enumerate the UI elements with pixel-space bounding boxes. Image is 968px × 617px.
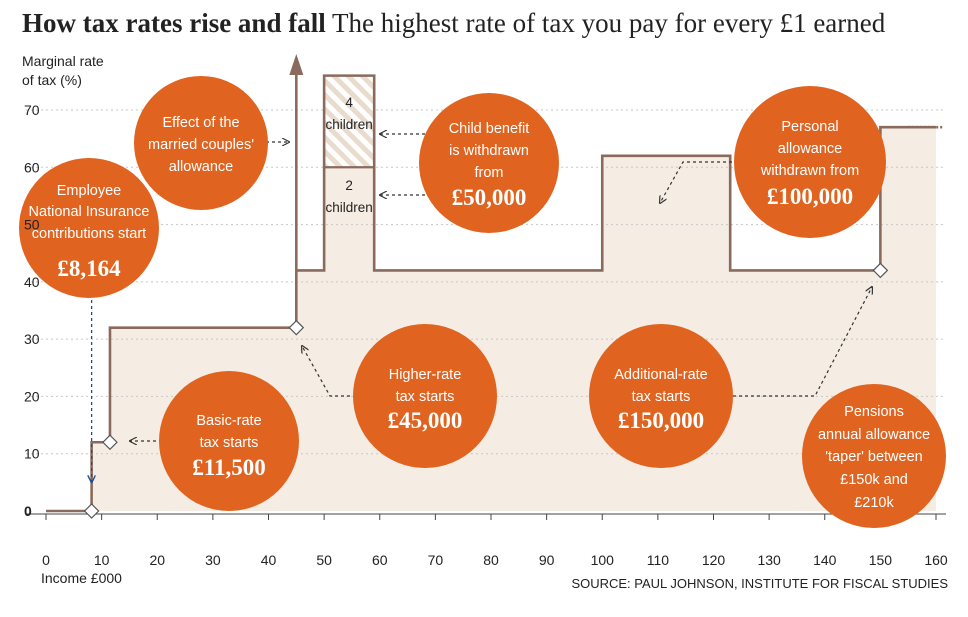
annotation-text-personal-allowance: allowance: [778, 141, 843, 157]
annotation-text-married-couples: married couples': [148, 137, 254, 153]
annotation-text-married-couples: allowance: [169, 159, 234, 175]
annotation-amount-basic-rate: £11,500: [192, 455, 265, 480]
rate-spike-arrowhead: [289, 54, 304, 75]
annotation-text-married-couples: Effect of the: [162, 115, 239, 131]
diamond-marker: [288, 319, 305, 336]
annotation-circle-basic-rate: [159, 371, 299, 511]
arrow-additional-rate: [727, 287, 872, 397]
annotation-text-personal-allowance: withdrawn from: [760, 163, 859, 179]
annotation-text-basic-rate: tax starts: [200, 435, 259, 451]
x-tick-label: 50: [316, 552, 332, 568]
annotation-circle-married-couples: [134, 76, 268, 210]
annotation-text-national-insurance: contributions start: [32, 226, 146, 242]
x-tick-label: 10: [94, 552, 110, 568]
band-label-two-children: 2: [345, 178, 353, 193]
annotation-text-national-insurance: National Insurance: [29, 204, 150, 220]
annotation-text-higher-rate: Higher-rate: [389, 367, 462, 383]
y-tick-label: 10: [24, 446, 40, 462]
x-tick-label: 100: [591, 552, 615, 568]
diamond-marker: [83, 503, 100, 519]
x-axis-label: Income £000: [41, 570, 122, 586]
x-tick-label: 0: [42, 552, 50, 568]
x-tick-label: 130: [757, 552, 781, 568]
annotation-amount-national-insurance: £8,164: [57, 256, 121, 281]
annotation-text-basic-rate: Basic-rate: [196, 413, 261, 429]
source-note: SOURCE: PAUL JOHNSON, INSTITUTE FOR FISC…: [571, 576, 948, 591]
chart-title: How tax rates rise and fall The highest …: [22, 8, 885, 39]
annotation-circle-personal-allowance: [734, 86, 886, 238]
annotation-text-child-benefit: from: [475, 165, 504, 181]
x-tick-label: 90: [539, 552, 555, 568]
annotation-text-additional-rate: Additional-rate: [614, 367, 708, 383]
arrow-personal-allowance: [660, 161, 750, 203]
annotation-text-pensions-taper: 'taper' between: [825, 449, 922, 465]
band-label-four-children: 4: [345, 95, 353, 110]
x-tick-label: 120: [702, 552, 726, 568]
x-tick-label: 70: [428, 552, 444, 568]
x-tick-label: 160: [924, 552, 948, 568]
y-tick-label: 0: [24, 503, 32, 519]
x-tick-label: 20: [149, 552, 165, 568]
annotation-text-national-insurance: Employee: [57, 183, 121, 199]
x-tick-label: 80: [483, 552, 499, 568]
y-tick-label: 50: [24, 217, 40, 233]
annotation-amount-additional-rate: £150,000: [618, 408, 704, 433]
annotation-amount-personal-allowance: £100,000: [767, 184, 853, 209]
annotation-circle-child-benefit: [419, 93, 559, 233]
y-tick-label: 20: [24, 388, 40, 404]
annotation-text-child-benefit: is withdrawn: [449, 143, 529, 159]
annotation-text-pensions-taper: £210k: [854, 495, 894, 511]
arrow-higher-rate: [302, 346, 356, 397]
diamond-marker: [872, 262, 889, 279]
x-tick-label: 150: [869, 552, 893, 568]
x-tick-label: 110: [647, 552, 670, 568]
annotation-text-pensions-taper: Pensions: [844, 404, 904, 420]
x-tick-label: 140: [813, 552, 837, 568]
y-axis-label: of tax (%): [22, 72, 82, 88]
band-label-four-children: children: [326, 117, 373, 132]
annotation-circle-national-insurance: [19, 158, 159, 298]
x-tick-label: 40: [261, 552, 277, 568]
annotation-amount-higher-rate: £45,000: [388, 408, 463, 433]
annotation-circle-pensions-taper: [802, 384, 946, 528]
annotation-text-additional-rate: tax starts: [632, 389, 691, 405]
y-tick-label: 60: [24, 159, 40, 175]
title-sub: The highest rate of tax you pay for ever…: [331, 8, 886, 38]
diamond-marker: [102, 434, 118, 451]
annotation-text-pensions-taper: annual allowance: [818, 427, 930, 443]
annotation-text-higher-rate: tax starts: [396, 389, 455, 405]
y-tick-label: 70: [24, 102, 40, 118]
annotation-circle-higher-rate: [353, 324, 497, 468]
band-label-two-children: children: [326, 200, 373, 215]
annotation-amount-child-benefit: £50,000: [452, 185, 527, 210]
annotation-text-child-benefit: Child benefit: [449, 121, 530, 137]
x-tick-label: 30: [205, 552, 221, 568]
annotation-text-personal-allowance: Personal: [781, 119, 838, 135]
y-tick-label: 40: [24, 274, 40, 290]
annotation-text-pensions-taper: £150k and: [840, 472, 908, 488]
y-axis-label: Marginal rate: [22, 53, 104, 69]
x-tick-label: 60: [372, 552, 388, 568]
annotation-circle-additional-rate: [589, 324, 733, 468]
title-main: How tax rates rise and fall: [22, 8, 326, 38]
y-tick-label: 30: [24, 331, 40, 347]
band-four-children: [324, 75, 375, 168]
